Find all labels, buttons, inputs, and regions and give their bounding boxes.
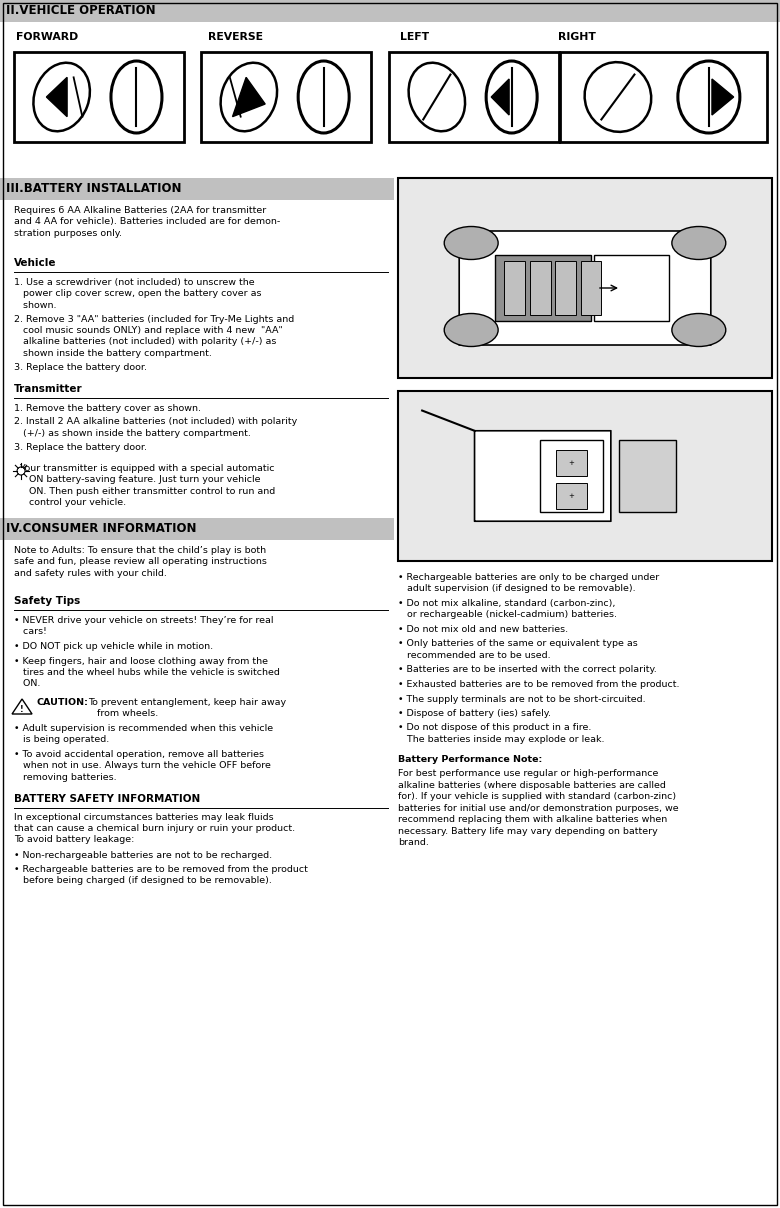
Text: !: !: [20, 705, 24, 714]
Text: • Rechargeable batteries are to be removed from the product
   before being char: • Rechargeable batteries are to be remov…: [14, 865, 308, 885]
Text: IV.CONSUMER INFORMATION: IV.CONSUMER INFORMATION: [6, 523, 197, 535]
Bar: [0, 518, 394, 540]
Text: BATTERY SAFETY INFORMATION: BATTERY SAFETY INFORMATION: [14, 794, 200, 803]
Bar: [556, 449, 587, 476]
Ellipse shape: [672, 227, 725, 260]
Text: • Do not dispose of this product in a fire.
   The batteries inside may explode : • Do not dispose of this product in a fi…: [398, 724, 604, 744]
Bar: [201, 52, 371, 143]
Text: • DO NOT pick up vehicle while in motion.: • DO NOT pick up vehicle while in motion…: [14, 641, 213, 651]
Bar: [14, 52, 184, 143]
Text: 3. Replace the battery door.: 3. Replace the battery door.: [14, 442, 147, 452]
Bar: [0, 178, 394, 201]
Text: III.BATTERY INSTALLATION: III.BATTERY INSTALLATION: [6, 182, 182, 196]
Text: • Do not mix alkaline, standard (carbon-zinc),
   or rechargeable (nickel-cadmiu: • Do not mix alkaline, standard (carbon-…: [398, 599, 617, 620]
Bar: [594, 255, 669, 321]
Ellipse shape: [584, 62, 651, 132]
Polygon shape: [232, 77, 265, 117]
Text: • Only batteries of the same or equivalent type as
   recommended are to be used: • Only batteries of the same or equivale…: [398, 639, 637, 660]
Text: FORWARD: FORWARD: [16, 31, 78, 42]
Bar: [555, 261, 576, 315]
Text: • Keep fingers, hair and loose clothing away from the
   tires and the wheel hub: • Keep fingers, hair and loose clothing …: [14, 656, 280, 689]
Text: For best performance use regular or high-performance
alkaline batteries (where d: For best performance use regular or high…: [398, 769, 679, 847]
Ellipse shape: [111, 60, 162, 133]
Text: 3. Replace the battery door.: 3. Replace the battery door.: [14, 362, 147, 372]
Bar: [398, 178, 772, 378]
Bar: [619, 440, 676, 512]
Ellipse shape: [409, 63, 465, 132]
Text: II.VEHICLE OPERATION: II.VEHICLE OPERATION: [6, 5, 156, 17]
Bar: [580, 261, 601, 315]
Text: • To avoid accidental operation, remove all batteries
   when not in use. Always: • To avoid accidental operation, remove …: [14, 750, 271, 782]
Text: • NEVER drive your vehicle on streets! They’re for real
   cars!: • NEVER drive your vehicle on streets! T…: [14, 616, 274, 637]
Text: 2. Remove 3 "AA" batteries (included for Try-Me Lights and
   cool music sounds : 2. Remove 3 "AA" batteries (included for…: [14, 314, 294, 358]
Ellipse shape: [221, 63, 277, 132]
Bar: [530, 261, 551, 315]
Bar: [556, 483, 587, 510]
Text: REVERSE: REVERSE: [208, 31, 264, 42]
Text: +: +: [569, 493, 574, 499]
Ellipse shape: [678, 60, 740, 133]
Text: Note to Adults: To ensure that the child’s play is both
safe and fun, please rev: Note to Adults: To ensure that the child…: [14, 546, 267, 577]
Bar: [398, 391, 772, 561]
Text: Your transmitter is equipped with a special automatic
     ON battery-saving fea: Your transmitter is equipped with a spec…: [14, 464, 275, 507]
Ellipse shape: [17, 467, 25, 475]
Text: In exceptional circumstances batteries may leak fluids
that can cause a chemical: In exceptional circumstances batteries m…: [14, 813, 295, 844]
Bar: [560, 52, 767, 143]
Text: • Non-rechargeable batteries are not to be recharged.: • Non-rechargeable batteries are not to …: [14, 850, 272, 860]
Text: • Exhausted batteries are to be removed from the product.: • Exhausted batteries are to be removed …: [398, 680, 679, 689]
Bar: [0, 0, 780, 22]
Polygon shape: [491, 79, 509, 115]
Bar: [504, 261, 525, 315]
Text: 1. Use a screwdriver (not included) to unscrew the
   power clip cover screw, op: 1. Use a screwdriver (not included) to u…: [14, 278, 261, 310]
FancyBboxPatch shape: [459, 231, 711, 345]
Text: CAUTION:: CAUTION:: [36, 698, 88, 707]
Text: • Rechargeable batteries are only to be charged under
   adult supervision (if d: • Rechargeable batteries are only to be …: [398, 573, 659, 593]
Text: Requires 6 AA Alkaline Batteries (2AA for transmitter
and 4 AA for vehicle). Bat: Requires 6 AA Alkaline Batteries (2AA fo…: [14, 207, 280, 238]
Text: LEFT: LEFT: [400, 31, 429, 42]
Text: • Batteries are to be inserted with the correct polarity.: • Batteries are to be inserted with the …: [398, 666, 657, 674]
Text: +: +: [569, 460, 574, 466]
Ellipse shape: [445, 227, 498, 260]
Bar: [389, 52, 559, 143]
Text: 1. Remove the battery cover as shown.: 1. Remove the battery cover as shown.: [14, 403, 201, 413]
Text: 2. Install 2 AA alkaline batteries (not included) with polarity
   (+/-) as show: 2. Install 2 AA alkaline batteries (not …: [14, 418, 297, 439]
Ellipse shape: [672, 314, 725, 347]
Ellipse shape: [486, 60, 537, 133]
Polygon shape: [12, 699, 32, 714]
Bar: [540, 440, 603, 512]
Text: • Adult supervision is recommended when this vehicle
   is being operated.: • Adult supervision is recommended when …: [14, 724, 273, 744]
FancyBboxPatch shape: [474, 431, 611, 521]
Text: • Do not mix old and new batteries.: • Do not mix old and new batteries.: [398, 625, 568, 634]
Bar: [495, 255, 591, 321]
Text: • Dispose of battery (ies) safely.: • Dispose of battery (ies) safely.: [398, 709, 551, 718]
Ellipse shape: [445, 314, 498, 347]
Text: Vehicle: Vehicle: [14, 259, 56, 268]
Text: Transmitter: Transmitter: [14, 384, 83, 394]
Text: Battery Performance Note:: Battery Performance Note:: [398, 755, 542, 765]
Polygon shape: [47, 77, 67, 117]
Text: • The supply terminals are not to be short-circuited.: • The supply terminals are not to be sho…: [398, 695, 645, 703]
Text: Safety Tips: Safety Tips: [14, 596, 80, 606]
Text: RIGHT: RIGHT: [558, 31, 596, 42]
Polygon shape: [712, 79, 734, 115]
Ellipse shape: [298, 60, 349, 133]
Ellipse shape: [34, 63, 90, 132]
Text: To prevent entanglement, keep hair away
   from wheels.: To prevent entanglement, keep hair away …: [88, 698, 286, 719]
